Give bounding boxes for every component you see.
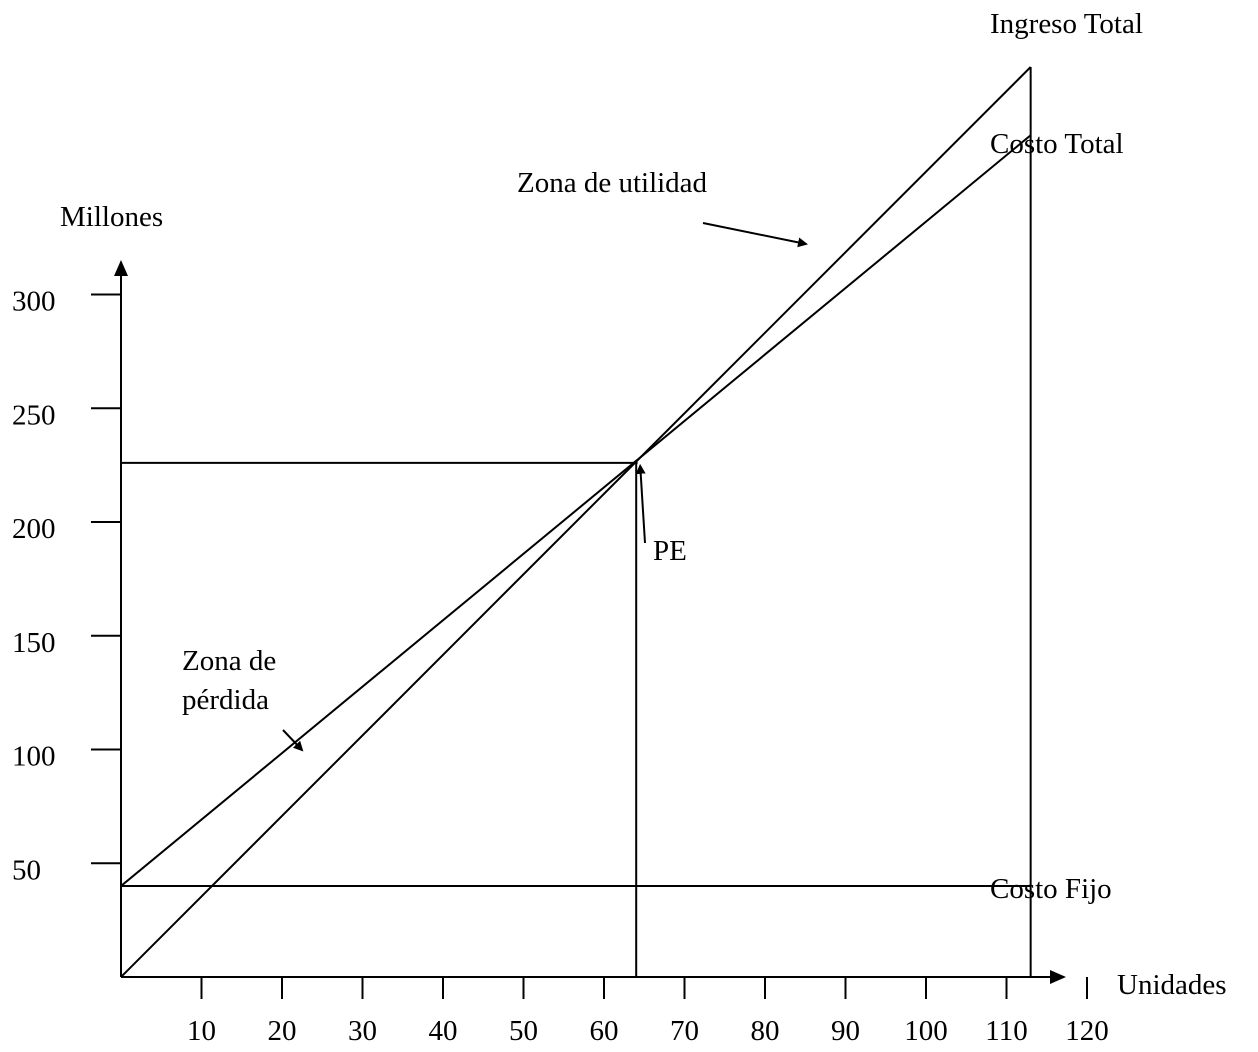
costo-total-line [120,134,1032,887]
x-tick-label: 120 [1065,1015,1109,1047]
y-tick-label: 200 [12,513,56,545]
y-tick-label: 250 [12,399,56,431]
ingreso-total-line [120,66,1032,978]
break-even-label: PE [653,535,687,567]
y-tick-label: 300 [12,286,56,318]
y-tick-label: 150 [12,627,56,659]
x-tick-label: 60 [590,1015,619,1047]
x-tick-label: 10 [187,1015,216,1047]
series-label-ingreso-total: Ingreso Total [990,8,1143,40]
break-even-guides [121,67,1032,977]
loss-zone-label-line2: pérdida [182,684,269,716]
x-tick-label: 30 [348,1015,377,1047]
x-tick-label: 70 [670,1015,699,1047]
y-ticks: 50 100 150 200 250 300 [12,286,121,886]
break-even-arrow [635,463,646,544]
x-tick-label: 100 [904,1015,948,1047]
profit-zone-arrow [702,222,808,248]
y-tick-label: 50 [12,854,41,886]
x-axis-label: Unidades [1117,969,1227,1001]
profit-zone-label: Zona de utilidad [517,167,708,199]
series-label-costo-fijo: Costo Fijo [990,873,1112,905]
x-tick-label: 40 [429,1015,458,1047]
y-tick-label: 100 [12,741,56,773]
y-axis-label: Millones [60,201,163,233]
loss-zone-arrow [282,729,304,752]
x-tick-label: 90 [831,1015,860,1047]
break-even-point [634,461,638,465]
x-ticks: 10 20 30 40 50 60 70 80 90 100 110 120 [187,977,1109,1047]
x-tick-label: 50 [509,1015,538,1047]
series-label-costo-total: Costo Total [990,128,1124,160]
loss-zone-label-line1: Zona de [182,645,276,677]
series-lines [120,66,1032,978]
x-tick-label: 80 [751,1015,780,1047]
x-tick-label: 20 [268,1015,297,1047]
x-tick-label: 110 [985,1015,1027,1047]
